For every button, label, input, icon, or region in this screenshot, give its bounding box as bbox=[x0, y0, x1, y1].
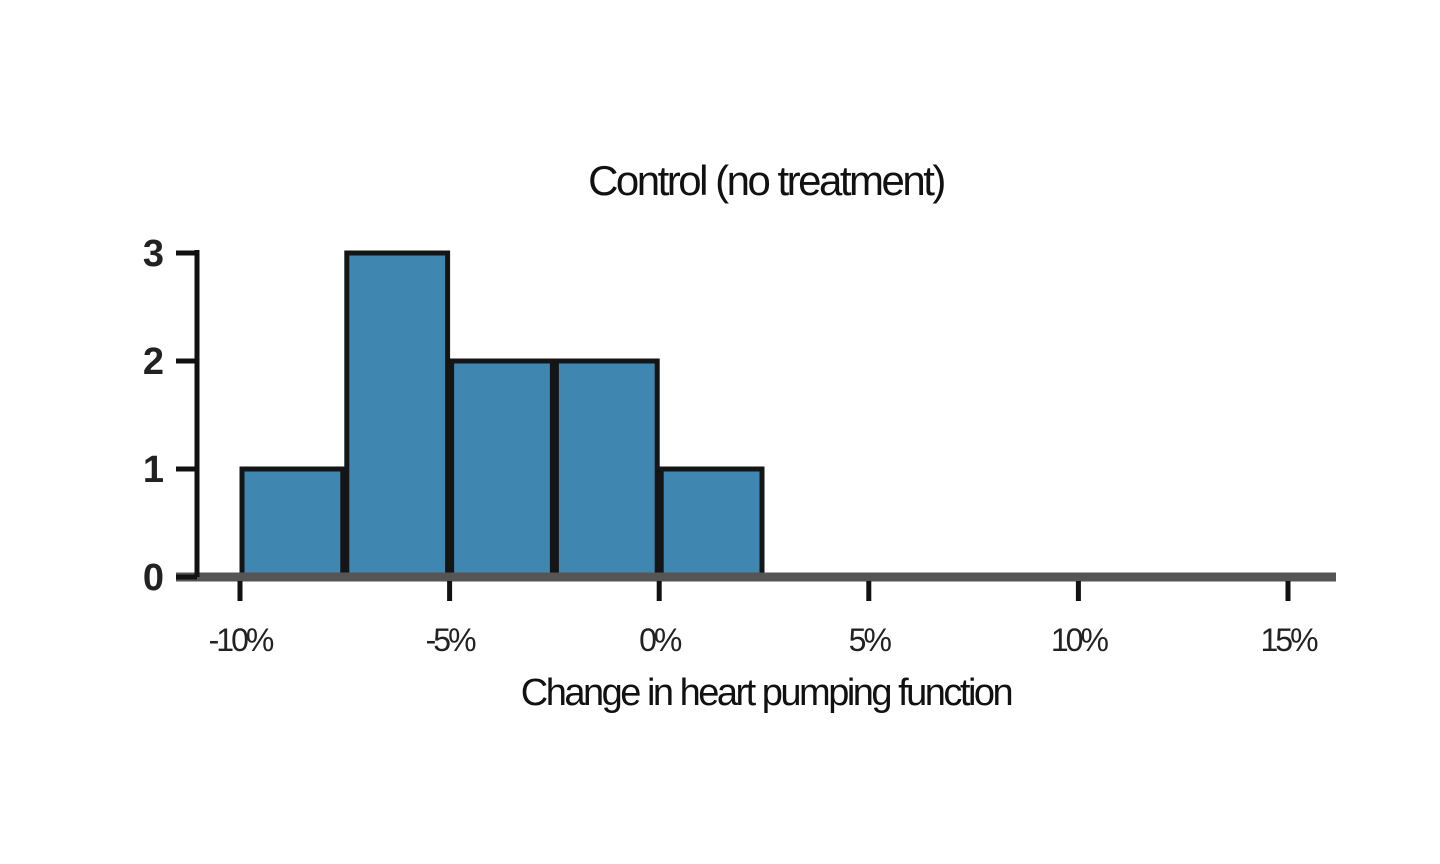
axes-layer bbox=[176, 250, 1336, 582]
y-tick-label: 1 bbox=[143, 449, 164, 491]
y-tick-label: 2 bbox=[143, 341, 164, 383]
x-tick-label: 0% bbox=[639, 622, 682, 658]
ticks-layer: 0 1 2 3 -10% -5% 0% 5% 10% 15% bbox=[143, 233, 1321, 658]
histogram-bar bbox=[553, 358, 660, 580]
chart-title: Control (no treatment) bbox=[588, 157, 944, 204]
x-axis-title: Change in heart pumping function bbox=[521, 672, 1012, 714]
x-tick-label: 5% bbox=[849, 622, 892, 658]
y-tick-label: 3 bbox=[143, 233, 164, 275]
histogram-bar bbox=[344, 250, 451, 580]
y-tick-label: 0 bbox=[143, 557, 164, 599]
x-tick-label: 10% bbox=[1051, 622, 1109, 658]
histogram-bar bbox=[658, 466, 765, 580]
x-tick-label: -10% bbox=[209, 622, 274, 658]
x-tick-label: -5% bbox=[426, 622, 476, 658]
bars-layer bbox=[239, 250, 765, 580]
histogram-bar bbox=[239, 466, 346, 580]
histogram-bar bbox=[449, 358, 555, 580]
x-tick-label: 15% bbox=[1260, 622, 1318, 658]
